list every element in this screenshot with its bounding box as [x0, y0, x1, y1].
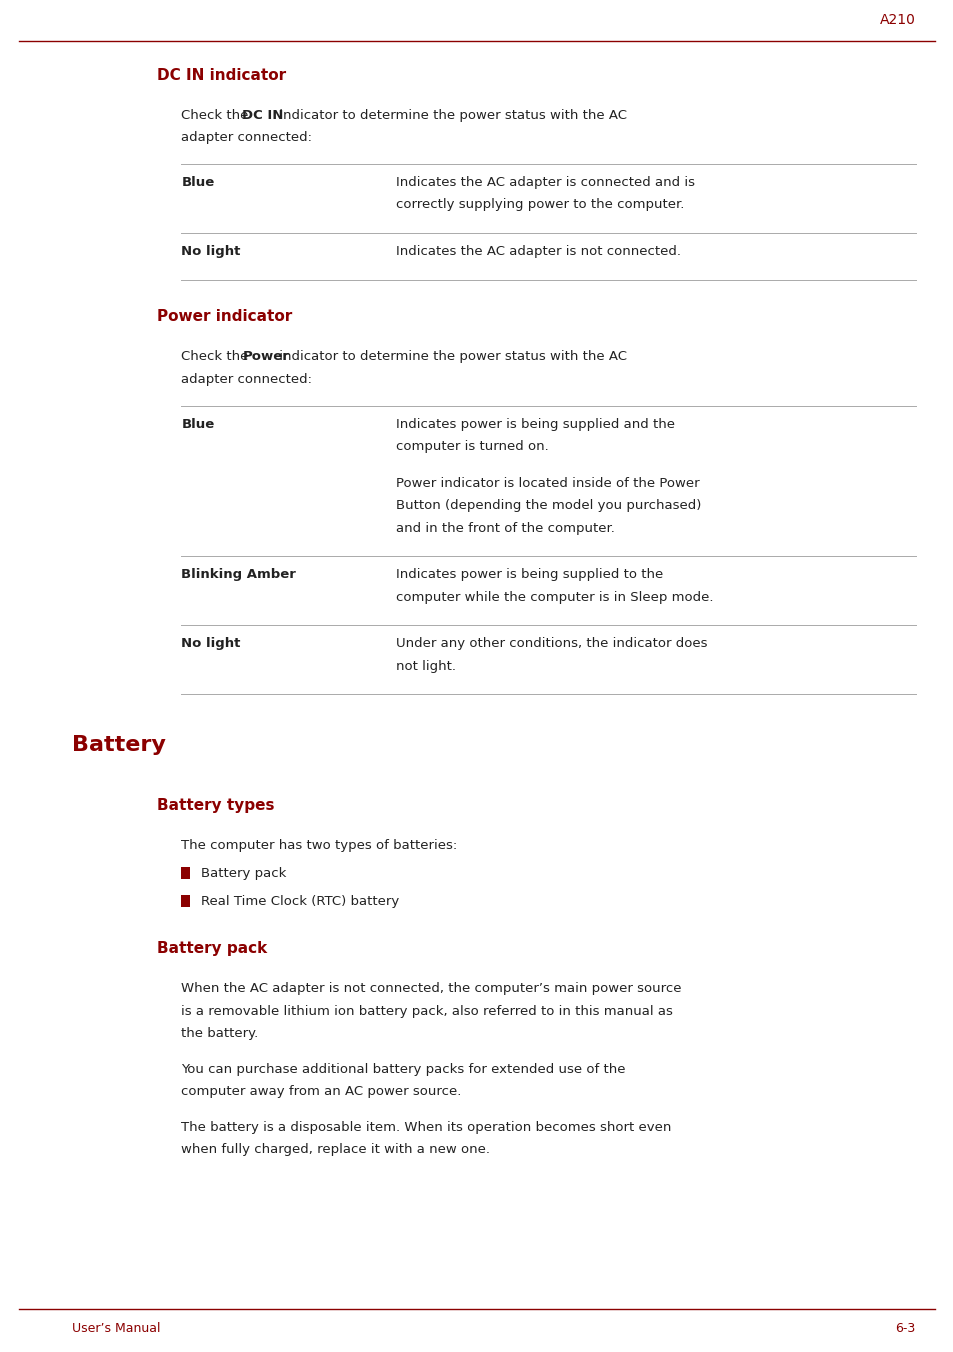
Text: Battery pack: Battery pack [157, 941, 268, 956]
Text: Check the: Check the [181, 108, 253, 122]
Text: Indicates power is being supplied and the: Indicates power is being supplied and th… [395, 418, 674, 431]
Text: Power: Power [242, 350, 289, 364]
Text: computer while the computer is in Sleep mode.: computer while the computer is in Sleep … [395, 591, 713, 603]
Text: Real Time Clock (RTC) battery: Real Time Clock (RTC) battery [201, 895, 399, 907]
Text: When the AC adapter is not connected, the computer’s main power source: When the AC adapter is not connected, th… [181, 983, 681, 995]
Text: No light: No light [181, 245, 240, 258]
Bar [181, 895, 190, 907]
Text: when fully charged, replace it with a new one.: when fully charged, replace it with a ne… [181, 1144, 490, 1156]
Text: Blinking Amber: Blinking Amber [181, 568, 295, 581]
Text: No light: No light [181, 637, 240, 650]
Text: and in the front of the computer.: and in the front of the computer. [395, 522, 614, 534]
Text: not light.: not light. [395, 660, 456, 672]
Bar [181, 867, 190, 879]
Text: is a removable lithium ion battery pack, also referred to in this manual as: is a removable lithium ion battery pack,… [181, 1005, 673, 1018]
Text: the battery.: the battery. [181, 1028, 258, 1040]
Text: computer away from an AC power source.: computer away from an AC power source. [181, 1086, 461, 1098]
Text: A210: A210 [879, 14, 915, 27]
Text: 6-3: 6-3 [895, 1322, 915, 1336]
Text: indicator to determine the power status with the AC: indicator to determine the power status … [275, 350, 627, 364]
Text: Indicates the AC adapter is not connected.: Indicates the AC adapter is not connecte… [395, 245, 680, 258]
Text: indicator to determine the power status with the AC: indicator to determine the power status … [275, 108, 627, 122]
Text: Under any other conditions, the indicator does: Under any other conditions, the indicato… [395, 637, 707, 650]
Text: Check the: Check the [181, 350, 253, 364]
Text: Blue: Blue [181, 418, 214, 431]
Text: Battery types: Battery types [157, 798, 274, 814]
Text: Battery pack: Battery pack [201, 867, 286, 880]
Text: You can purchase additional battery packs for extended use of the: You can purchase additional battery pack… [181, 1063, 625, 1076]
Text: Button (depending the model you purchased): Button (depending the model you purchase… [395, 499, 700, 512]
Text: User’s Manual: User’s Manual [71, 1322, 160, 1336]
Text: Battery: Battery [71, 734, 165, 754]
Text: Indicates the AC adapter is connected and is: Indicates the AC adapter is connected an… [395, 176, 694, 189]
Text: adapter connected:: adapter connected: [181, 131, 312, 143]
Text: Power indicator: Power indicator [157, 310, 293, 324]
Text: The battery is a disposable item. When its operation becomes short even: The battery is a disposable item. When i… [181, 1121, 671, 1134]
Text: DC IN indicator: DC IN indicator [157, 68, 286, 82]
Text: Indicates power is being supplied to the: Indicates power is being supplied to the [395, 568, 662, 581]
Text: adapter connected:: adapter connected: [181, 373, 312, 385]
Text: Power indicator is located inside of the Power: Power indicator is located inside of the… [395, 477, 699, 489]
Text: Blue: Blue [181, 176, 214, 189]
Text: correctly supplying power to the computer.: correctly supplying power to the compute… [395, 199, 683, 211]
Text: The computer has two types of batteries:: The computer has two types of batteries: [181, 840, 457, 852]
Text: DC IN: DC IN [242, 108, 283, 122]
Text: computer is turned on.: computer is turned on. [395, 441, 548, 453]
